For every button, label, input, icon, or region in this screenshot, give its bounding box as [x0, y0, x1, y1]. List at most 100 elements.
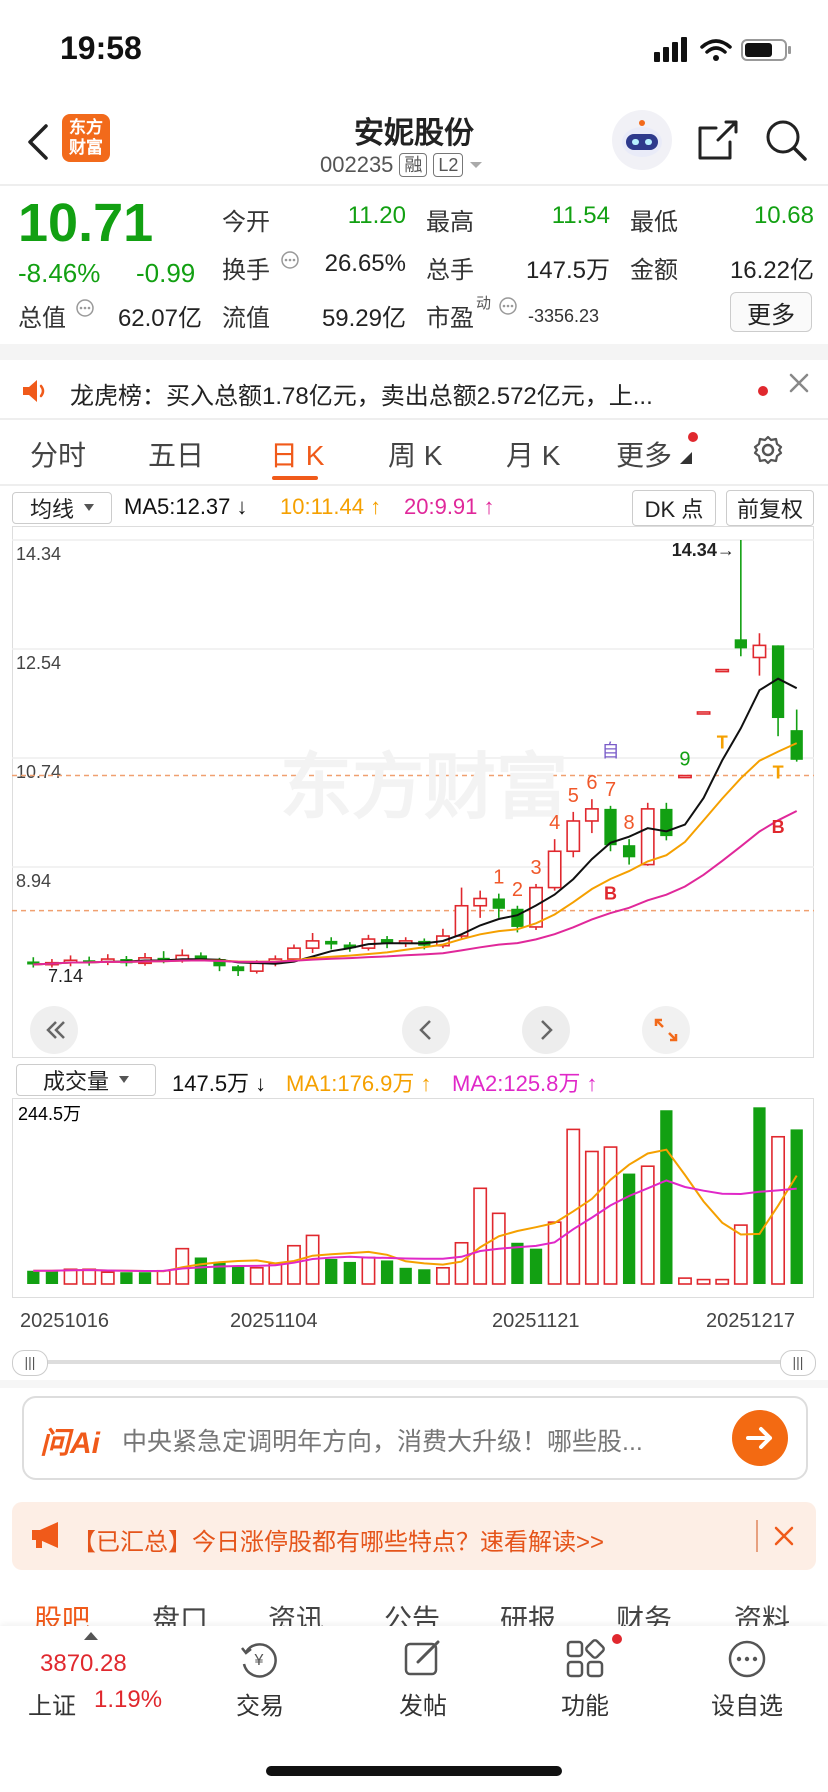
volume-bar	[156, 1269, 171, 1285]
candle-body	[343, 944, 356, 949]
volume-bar	[640, 1165, 655, 1285]
chart-scrollbar[interactable]: ||| |||	[12, 1350, 816, 1376]
unread-dot	[688, 432, 698, 442]
close-icon[interactable]	[788, 372, 810, 394]
banner-text[interactable]: 龙虎榜：买入总额1.78亿元，卖出总额2.572亿元，上...	[70, 383, 653, 410]
tab-monthly-k[interactable]: 月 K	[506, 440, 561, 471]
scroll-handle-left[interactable]: |||	[12, 1350, 48, 1376]
robot-avatar-icon[interactable]	[612, 110, 672, 170]
info-icon[interactable]	[280, 250, 300, 270]
stock-subline: 002235 融 L2	[320, 152, 483, 178]
candle	[715, 668, 730, 673]
candle	[678, 774, 692, 779]
volume-chart[interactable]: 244.5万	[12, 1098, 814, 1298]
info-icon[interactable]	[498, 296, 518, 316]
wifi-icon	[700, 39, 732, 54]
dk-point-button[interactable]: DK 点	[632, 490, 716, 526]
gear-icon[interactable]	[752, 434, 784, 466]
tab-daily-k[interactable]: 日 K	[270, 440, 325, 471]
nav-post[interactable]: 发帖	[399, 1693, 447, 1720]
market-cap-value: 62.07亿	[117, 305, 202, 332]
jump-start-button[interactable]	[30, 1006, 78, 1054]
volume-indicator-selector[interactable]: 成交量	[16, 1064, 156, 1096]
kline-moving-averages	[33, 677, 798, 966]
ask-ai-input[interactable]: 中央紧急定调明年方向，消费大升级！哪些股...	[122, 1428, 643, 1456]
more-quote-button[interactable]: 更多	[730, 292, 812, 332]
stock-code: 002235	[320, 152, 394, 177]
active-tab-indicator	[272, 476, 318, 480]
kline-chart[interactable]: 14.34 12.54 10.74 8.94 东方财富 14.34→ 7.14 123 45…	[12, 526, 814, 1058]
candle-body	[529, 886, 543, 928]
close-icon[interactable]	[774, 1526, 794, 1546]
share-icon[interactable]	[696, 118, 740, 162]
search-icon[interactable]	[764, 118, 808, 162]
tab-five-day[interactable]: 五日	[148, 440, 205, 471]
pe-value: -3356.23	[528, 306, 600, 326]
status-icons	[654, 37, 791, 62]
tab-more[interactable]: 更多	[616, 440, 673, 471]
trade-icon[interactable]: ¥	[238, 1638, 280, 1680]
ask-send-button[interactable]	[732, 1410, 788, 1466]
bottom-nav	[0, 1626, 828, 1792]
caret-up-icon	[84, 1632, 98, 1640]
next-candle-button[interactable]	[522, 1006, 570, 1054]
x-tick-label: 20251104	[230, 1310, 318, 1332]
prev-candle-button[interactable]	[402, 1006, 450, 1054]
volume-bar	[27, 1270, 40, 1284]
back-arrow-icon[interactable]	[26, 122, 50, 162]
svg-text:¥: ¥	[254, 1652, 264, 1669]
volume-bar	[511, 1242, 524, 1284]
notice-banner[interactable]	[12, 1502, 816, 1570]
market-cap-label: 总值	[18, 305, 66, 332]
status-bar: 19:58	[0, 0, 828, 96]
notice-text[interactable]: 【已汇总】今日涨停股都有哪些特点？速看解读>>	[72, 1529, 605, 1556]
candle-body	[511, 908, 524, 927]
volume-bar	[678, 1277, 692, 1285]
tab-weekly-k[interactable]: 周 K	[388, 440, 443, 471]
candle-body	[249, 962, 264, 972]
nav-functions[interactable]: 功能	[561, 1693, 609, 1720]
buy-marker: B	[604, 884, 617, 904]
low-label: 最低	[630, 209, 678, 236]
nav-add-watchlist[interactable]: 设自选	[711, 1693, 783, 1720]
index-name[interactable]: 上证	[28, 1693, 76, 1720]
volume-bar	[622, 1173, 636, 1284]
edit-post-icon[interactable]	[402, 1638, 444, 1680]
candle	[83, 956, 96, 966]
ask-ai-box[interactable]	[22, 1396, 808, 1480]
low-value: 10.68	[753, 202, 814, 229]
fullscreen-button[interactable]	[642, 1006, 690, 1054]
amount-value: 16.22亿	[729, 257, 814, 284]
info-icon[interactable]	[75, 298, 95, 318]
volume-bar	[138, 1272, 152, 1284]
candle	[771, 645, 785, 737]
grid-apps-icon[interactable]	[564, 1638, 606, 1680]
clock: 19:58	[60, 30, 142, 66]
sequence-marker: 1	[493, 867, 504, 889]
double-left-icon	[46, 1021, 65, 1039]
nav-trade[interactable]: 交易	[236, 1693, 284, 1720]
tab-intraday[interactable]: 分时	[30, 440, 87, 471]
volume-bar	[194, 1257, 208, 1284]
scroll-handle-right[interactable]: |||	[780, 1350, 816, 1376]
ma10-readout: 10:11.44 ↑	[280, 494, 382, 519]
take-profit-marker: T	[773, 763, 784, 783]
candle-body	[547, 850, 562, 889]
more-dots-icon[interactable]	[726, 1638, 768, 1680]
float-cap-label: 流值	[222, 305, 270, 332]
candle-body	[696, 711, 711, 715]
volume-bar	[771, 1135, 786, 1285]
amount-label: 金额	[630, 257, 678, 284]
candle	[696, 711, 711, 715]
x-tick-label: 20251121	[492, 1310, 580, 1332]
index-value[interactable]: 3870.28	[40, 1650, 127, 1677]
indicator-selector[interactable]: 均线	[12, 492, 112, 524]
candle-body	[492, 898, 505, 909]
volume-bar	[120, 1272, 133, 1284]
candle	[454, 887, 469, 939]
megaphone-icon	[32, 1522, 58, 1548]
turnover-value: 26.65%	[324, 250, 406, 277]
index-change[interactable]: 1.19%	[94, 1686, 163, 1713]
forward-adjust-button[interactable]: 前复权	[726, 490, 814, 526]
chevron-down-icon[interactable]	[469, 160, 483, 170]
